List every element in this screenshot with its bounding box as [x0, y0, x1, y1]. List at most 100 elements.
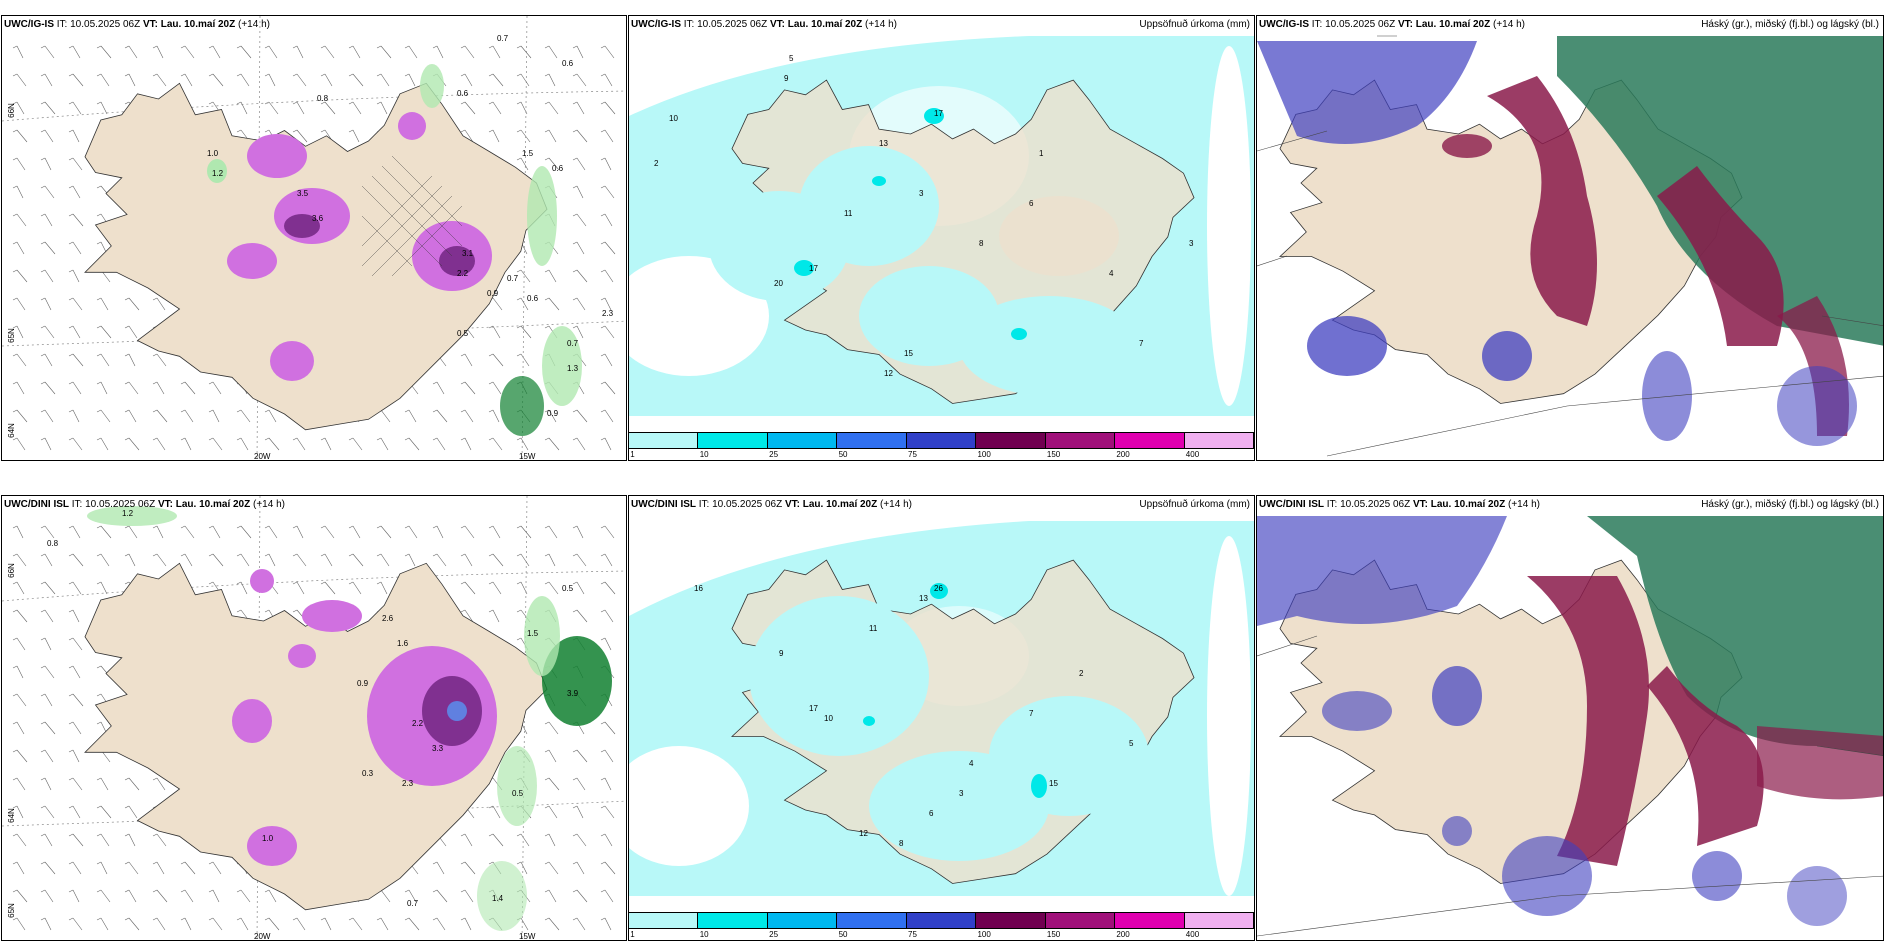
precip-title: Uppsöfnuð úrkoma (mm) [1139, 499, 1250, 510]
value-label: 12 [859, 829, 868, 838]
colorbar-tick-label: 25 [769, 930, 779, 939]
value-label: 4 [1109, 269, 1114, 278]
precip-title: Uppsöfnuð úrkoma (mm) [1139, 19, 1250, 30]
wind-barb [40, 297, 52, 311]
wind-barb [152, 381, 165, 395]
wind-barb [12, 213, 27, 227]
wind-barb [12, 805, 24, 819]
wind-barb [40, 889, 54, 903]
wind-barb [600, 157, 612, 171]
wind-barb [68, 833, 84, 847]
wind-barb [600, 721, 616, 735]
colorbar-cell [1115, 913, 1185, 928]
wind-barb [348, 73, 364, 87]
grid-lines [1257, 635, 1883, 937]
wind-barb [152, 553, 167, 567]
value-label: 2.2 [457, 269, 469, 278]
wind-barb [68, 777, 83, 791]
precip-values: 0.7 0.6 0.6 0.8 1.0 1.2 3.5 3.6 1.5 0.6 3.1 2.2 0.9 0… [207, 34, 614, 418]
colorbar-cell [976, 433, 1046, 448]
wind-barb [40, 805, 55, 819]
value-label: 0.6 [552, 164, 564, 173]
value-label: 3.9 [567, 689, 579, 698]
colorbar-cell [906, 913, 977, 928]
wind-barb [12, 73, 27, 87]
value-label: 1 [1039, 149, 1044, 158]
wind-barb [544, 861, 559, 875]
wind-barb [488, 101, 502, 115]
wind-barb [600, 609, 614, 623]
wind-barb [572, 45, 584, 59]
value-label: 0.7 [507, 274, 519, 283]
wind-barb [152, 409, 168, 423]
wind-barb [600, 101, 616, 115]
colorbar-tick-label: 150 [1046, 930, 1061, 939]
wind-barb [544, 525, 558, 539]
wind-barb [208, 409, 220, 423]
colorbar-cell [698, 433, 768, 448]
value-label: 10 [824, 714, 833, 723]
wind-barb [68, 805, 81, 819]
panel-header: UWC/DINI ISL IT: 10.05.2025 06Z VT: Lau.… [1259, 499, 1540, 510]
lon-label-20: 20W [254, 452, 271, 461]
wind-barb [40, 213, 53, 227]
wind-barb [600, 45, 615, 59]
colorbar: 1 10 25 50 75 100 150 200 400 [629, 912, 1254, 940]
wind-barb [152, 861, 165, 875]
value-label: 1.3 [567, 364, 579, 373]
colorbar-tick-label: 100 [977, 930, 991, 939]
wind-barb [544, 73, 556, 87]
wind-barb [544, 409, 557, 423]
wind-barb [292, 101, 305, 115]
value-label: 1.4 [492, 894, 504, 903]
wind-barb [600, 889, 614, 903]
wind-barb [96, 353, 110, 367]
wind-barb [236, 101, 248, 115]
wind-barb [572, 805, 584, 819]
value-label: 15 [904, 349, 913, 358]
panel-dini-cloud: UWC/DINI ISL IT: 10.05.2025 06Z VT: Lau.… [1256, 495, 1884, 941]
wind-barb [124, 353, 136, 367]
wind-barb [180, 889, 194, 903]
colorbar-cells [629, 432, 1254, 449]
value-label: 6 [1029, 199, 1034, 208]
wind-barb [152, 525, 164, 539]
wind-barb [68, 45, 81, 59]
colorbar-tick-label: 200 [1116, 450, 1130, 459]
lon-label-15: 15W [519, 452, 536, 461]
precip-mid [709, 108, 1139, 396]
value-label: 13 [919, 594, 928, 603]
wind-barb [40, 637, 52, 651]
wind-barb [68, 129, 80, 143]
wind-barb [40, 325, 55, 339]
wind-barb [516, 581, 528, 595]
cloud-layers [1257, 516, 1883, 926]
wind-barb [460, 553, 473, 567]
wind-barb [516, 525, 532, 539]
wind-barb [96, 525, 112, 539]
wind-barb [124, 833, 136, 847]
wind-barb [152, 917, 166, 931]
wind-barb [40, 665, 55, 679]
value-label: 0.7 [567, 339, 579, 348]
wind-barb [68, 665, 81, 679]
wind-barb [12, 749, 28, 763]
wind-barb [68, 721, 82, 735]
wind-barb [40, 437, 52, 451]
wind-barb [12, 637, 26, 651]
wind-barb [12, 693, 27, 707]
wind-barb [460, 917, 472, 931]
wind-barb [516, 861, 528, 875]
value-label: 1.0 [207, 149, 219, 158]
wind-barb [68, 437, 83, 451]
value-label: 8 [979, 239, 984, 248]
wind-barb [460, 409, 474, 423]
wind-barb [12, 553, 27, 567]
wind-barb [348, 101, 362, 115]
wind-barb [516, 101, 528, 115]
wind-barb [544, 269, 557, 283]
wind-barb [40, 861, 56, 875]
wind-barb [600, 73, 613, 87]
wind-barb [516, 325, 532, 339]
value-label: 16 [694, 584, 703, 593]
